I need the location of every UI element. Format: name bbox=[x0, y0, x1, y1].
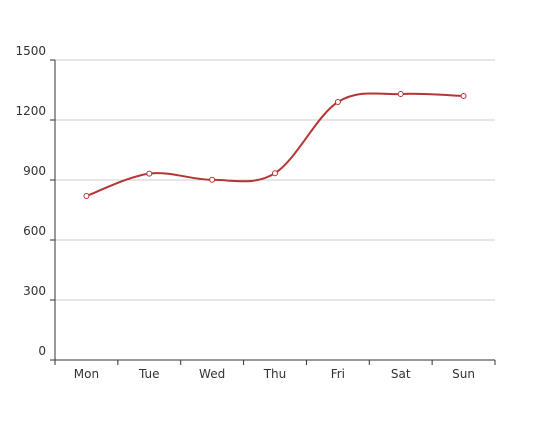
x-tick-label: Thu bbox=[263, 367, 287, 381]
data-point-wed[interactable] bbox=[209, 176, 216, 183]
data-point-tue[interactable] bbox=[146, 170, 153, 177]
y-tick-label: 1500 bbox=[15, 44, 46, 58]
y-tick-label: 1200 bbox=[15, 104, 46, 118]
x-tick-labels: Mon Tue Wed Thu Fri Sat Sun bbox=[74, 367, 475, 381]
y-tick-labels: 0 300 600 900 1200 1500 bbox=[15, 44, 46, 358]
x-tick-label: Sat bbox=[391, 367, 411, 381]
y-tick-label: 900 bbox=[23, 164, 46, 178]
data-point-sat[interactable] bbox=[397, 91, 404, 97]
data-point-sun[interactable] bbox=[460, 93, 467, 99]
x-tick-label: Tue bbox=[138, 367, 160, 381]
y-tick-label: 0 bbox=[38, 344, 46, 358]
data-point-thu[interactable] bbox=[272, 170, 278, 177]
data-point-fri[interactable] bbox=[334, 99, 341, 105]
x-tick-label: Sun bbox=[452, 367, 475, 381]
x-tick-label: Wed bbox=[199, 367, 225, 381]
x-tick-label: Fri bbox=[331, 367, 345, 381]
data-point-mon[interactable] bbox=[83, 193, 90, 199]
grid-lines bbox=[55, 59, 495, 301]
y-tick-label: 300 bbox=[23, 284, 46, 298]
axes bbox=[50, 59, 496, 365]
x-tick-label: Mon bbox=[74, 367, 99, 381]
series-line bbox=[86, 92, 464, 197]
series-layer bbox=[83, 91, 467, 199]
y-tick-label: 600 bbox=[23, 224, 46, 238]
